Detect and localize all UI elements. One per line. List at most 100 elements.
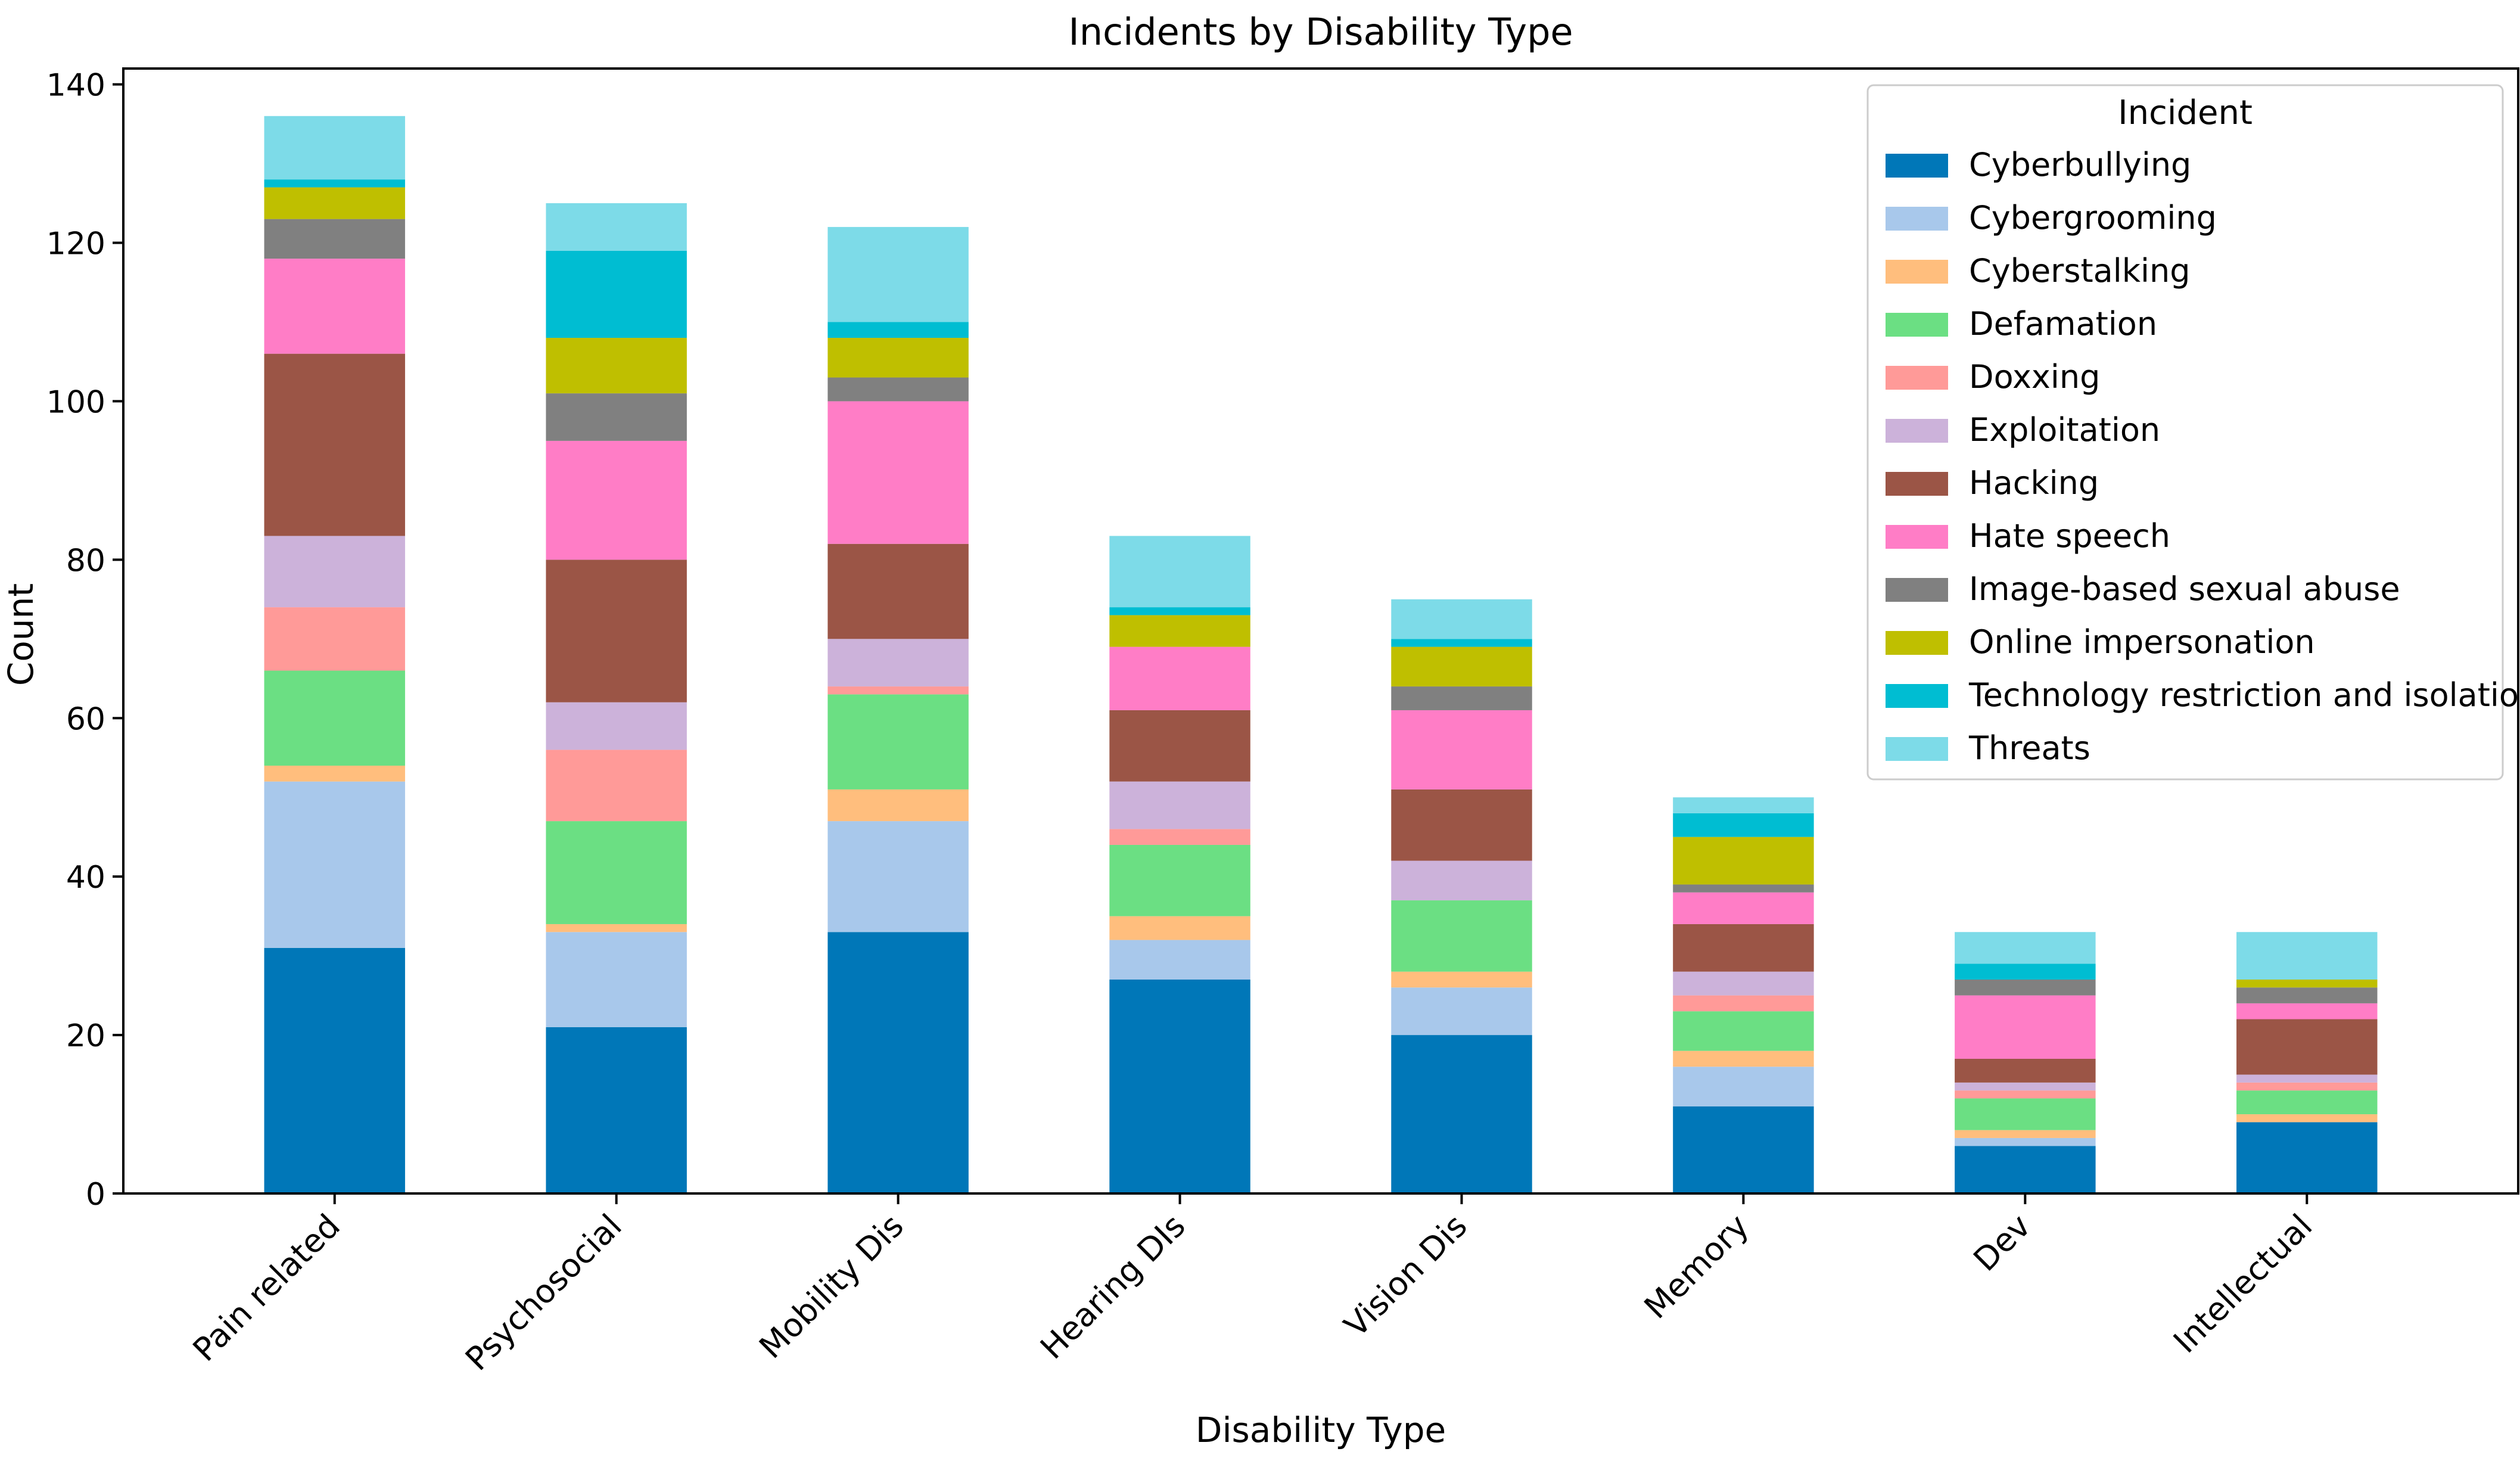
- y-tick-label: 0: [86, 1177, 105, 1213]
- bar-segment: [1109, 536, 1250, 608]
- bar-segment: [1955, 932, 2096, 964]
- bar-segment: [1109, 829, 1250, 845]
- legend-title: Incident: [2118, 94, 2253, 132]
- bar-segment: [1955, 963, 2096, 980]
- legend-label: Hate speech: [1969, 517, 2170, 555]
- bar-segment: [546, 924, 687, 932]
- bar-segment: [1673, 1106, 1814, 1193]
- bar-segment: [1673, 892, 1814, 924]
- bar-segment: [1673, 837, 1814, 885]
- bar-segment: [546, 1027, 687, 1193]
- legend-swatch: [1886, 366, 1948, 390]
- bar-segment: [2236, 980, 2378, 988]
- bar-segment: [264, 259, 405, 354]
- bar-segment: [2236, 1122, 2378, 1193]
- bar-segment: [1955, 980, 2096, 996]
- legend-label: Defamation: [1969, 305, 2157, 343]
- bar-segment: [1109, 940, 1250, 980]
- legend-swatch: [1886, 419, 1948, 443]
- bar-segment: [1391, 686, 1532, 710]
- bar-segment: [1109, 607, 1250, 616]
- bar-segment: [1109, 615, 1250, 647]
- x-tick-label: Mobility Dis: [752, 1207, 911, 1366]
- legend-swatch: [1886, 260, 1948, 284]
- bar-segment: [1673, 1050, 1814, 1067]
- bar-segment: [2236, 1074, 2378, 1083]
- legend-swatch: [1886, 578, 1948, 602]
- legend-swatch: [1886, 525, 1948, 549]
- bar-segment: [1391, 987, 1532, 1036]
- bar-segment: [264, 179, 405, 188]
- legend-label: Threats: [1968, 729, 2090, 767]
- legend: Incident CyberbullyingCybergroomingCyber…: [1866, 84, 2520, 781]
- legend-label: Online impersonation: [1969, 623, 2315, 661]
- bar-segment: [827, 401, 969, 544]
- legend-label: Technology restriction and isolation: [1968, 676, 2520, 714]
- bar-segment: [1955, 1082, 2096, 1091]
- legend-items: Cyberbullying Cybergrooming Cyberstalking D…: [1886, 146, 2520, 767]
- bar-segment: [546, 250, 687, 338]
- bar-segment: [1391, 971, 1532, 988]
- bar-segment: [1673, 884, 1814, 893]
- bar-segment: [827, 226, 969, 322]
- bar-segment: [827, 377, 969, 402]
- bar-segment: [1391, 1035, 1532, 1193]
- bar-segment: [1109, 844, 1250, 916]
- bar-segment: [546, 821, 687, 924]
- y-tick-label: 60: [66, 701, 105, 737]
- bar-segment: [264, 353, 405, 536]
- bar-segment: [1955, 1098, 2096, 1130]
- bar-segment: [1673, 995, 1814, 1012]
- bar-segment: [827, 639, 969, 687]
- x-tick-label: Pain related: [186, 1207, 347, 1369]
- bar-segment: [1391, 646, 1532, 687]
- bar-segment: [827, 686, 969, 695]
- bar-segment: [1109, 916, 1250, 940]
- legend-swatch: [1886, 207, 1948, 231]
- bar-segment: [1673, 971, 1814, 996]
- bar-segment: [1391, 789, 1532, 861]
- bar-segment: [1955, 1137, 2096, 1146]
- x-tick-label: Dev: [1967, 1207, 2038, 1279]
- bar-segment: [264, 187, 405, 219]
- y-tick-label: 120: [46, 226, 105, 262]
- x-axis-label: Disability Type: [1196, 1410, 1446, 1450]
- legend-swatch: [1886, 154, 1948, 178]
- x-axis: Pain related Psychosocial Mobility Dis Hear…: [186, 1193, 2319, 1378]
- bar-segment: [546, 203, 687, 251]
- y-tick-label: 40: [66, 860, 105, 896]
- chart-title: Incidents by Disability Type: [1068, 10, 1573, 54]
- bar-segment: [1391, 860, 1532, 901]
- bar-segment: [264, 116, 405, 180]
- bar-segment: [2236, 1082, 2378, 1091]
- bar-segment: [827, 821, 969, 932]
- bar-segment: [546, 932, 687, 1027]
- legend-swatch: [1886, 313, 1948, 337]
- bar-segment: [1109, 781, 1250, 829]
- legend-box: [1866, 84, 2504, 781]
- bar-segment: [1673, 1067, 1814, 1106]
- bar-segment: [264, 781, 405, 948]
- bar-segment: [1109, 980, 1250, 1193]
- y-tick-label: 140: [46, 68, 105, 104]
- bar-segment: [264, 766, 405, 782]
- legend-label: Hacking: [1969, 464, 2099, 502]
- bar-segment: [264, 536, 405, 608]
- bar-segment: [827, 789, 969, 822]
- legend-label: Image-based sexual abuse: [1969, 570, 2400, 608]
- x-tick-label: Vision Dis: [1337, 1207, 1474, 1345]
- bar-segment: [546, 440, 687, 560]
- bar-segment: [2236, 987, 2378, 1003]
- bar-segment: [1955, 1058, 2096, 1083]
- bar-segment: [2236, 1090, 2378, 1115]
- x-tick-label: Psychosocial: [458, 1207, 629, 1378]
- bars-group: [264, 116, 2378, 1193]
- bar-segment: [2236, 1003, 2378, 1019]
- y-axis: 0 20 40 60 80 100 120 140: [46, 68, 123, 1213]
- x-tick-label: Hearing DIs: [1033, 1207, 1193, 1367]
- bar-segment: [546, 702, 687, 750]
- bar-segment: [827, 543, 969, 639]
- bar-segment: [1391, 599, 1532, 639]
